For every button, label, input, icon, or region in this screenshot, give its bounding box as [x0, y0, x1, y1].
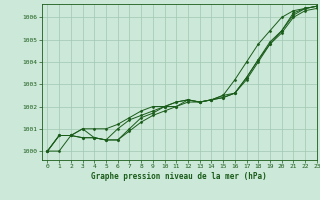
- X-axis label: Graphe pression niveau de la mer (hPa): Graphe pression niveau de la mer (hPa): [91, 172, 267, 181]
